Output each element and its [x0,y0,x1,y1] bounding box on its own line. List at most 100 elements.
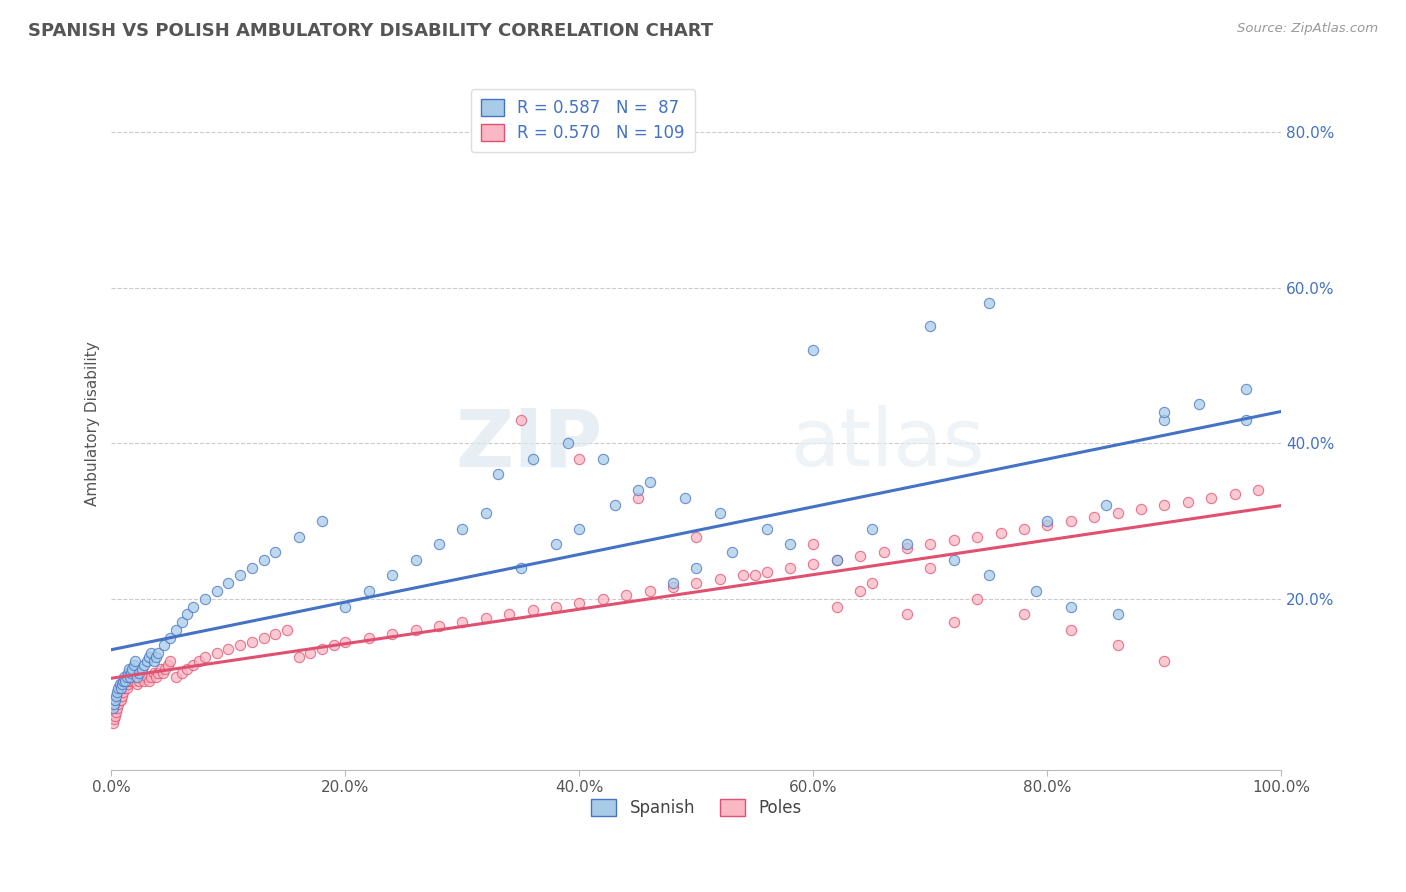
Point [170,615,193,629]
Point [1060,514,1083,528]
Point [872,545,894,559]
Point [141,670,163,684]
Point [120,665,142,680]
Point [127,670,149,684]
Point [614,588,637,602]
Point [1130,502,1153,516]
Point [112,685,135,699]
Point [592,451,614,466]
Point [240,634,263,648]
Point [107,681,129,696]
Point [825,553,848,567]
Point [1188,397,1211,411]
Point [311,642,333,657]
Point [205,584,228,599]
Point [122,673,145,688]
Point [942,615,965,629]
Point [142,654,165,668]
Point [120,670,142,684]
Point [205,646,228,660]
Point [138,650,160,665]
Point [335,634,357,648]
Point [112,681,135,696]
Point [122,657,145,672]
Point [1153,654,1175,668]
Point [860,576,883,591]
Point [381,568,404,582]
Point [165,623,187,637]
Point [1247,483,1270,497]
Point [357,631,380,645]
Point [522,451,544,466]
Point [165,670,187,684]
Point [920,560,942,574]
Point [120,673,142,688]
Point [181,657,204,672]
Point [134,657,156,672]
Point [966,591,988,606]
Point [942,553,965,567]
Point [311,514,333,528]
Point [1107,607,1129,622]
Point [112,673,135,688]
Point [662,580,685,594]
Point [170,665,193,680]
Point [1153,413,1175,427]
Point [117,665,139,680]
Point [103,713,125,727]
Point [287,530,309,544]
Point [544,599,567,614]
Point [148,646,170,660]
Point [744,568,766,582]
Text: Source: ZipAtlas.com: Source: ZipAtlas.com [1237,22,1378,36]
Point [825,599,848,614]
Point [152,665,174,680]
Point [153,639,176,653]
Point [942,533,965,548]
Point [685,560,707,574]
Point [673,491,696,505]
Point [509,413,531,427]
Text: ZIP: ZIP [456,406,603,483]
Point [252,553,274,567]
Point [709,572,731,586]
Legend: Spanish, Poles: Spanish, Poles [585,792,808,824]
Point [110,681,132,696]
Point [1036,517,1059,532]
Point [188,654,211,668]
Point [662,576,685,591]
Point [860,522,883,536]
Point [111,677,134,691]
Point [118,673,141,688]
Point [1060,599,1083,614]
Point [103,697,125,711]
Point [110,693,132,707]
Point [522,603,544,617]
Point [114,677,136,691]
Point [108,693,131,707]
Point [299,646,322,660]
Point [134,673,156,688]
Point [104,693,127,707]
Point [920,537,942,551]
Point [427,619,450,633]
Point [101,700,124,714]
Point [176,607,198,622]
Point [990,525,1012,540]
Point [142,665,165,680]
Point [803,557,825,571]
Point [544,537,567,551]
Point [405,623,427,637]
Point [322,639,344,653]
Point [1107,506,1129,520]
Point [685,576,707,591]
Point [105,700,128,714]
Point [803,537,825,551]
Point [825,553,848,567]
Point [568,451,591,466]
Point [627,483,650,497]
Point [128,665,150,680]
Point [176,662,198,676]
Point [145,670,167,684]
Point [181,599,204,614]
